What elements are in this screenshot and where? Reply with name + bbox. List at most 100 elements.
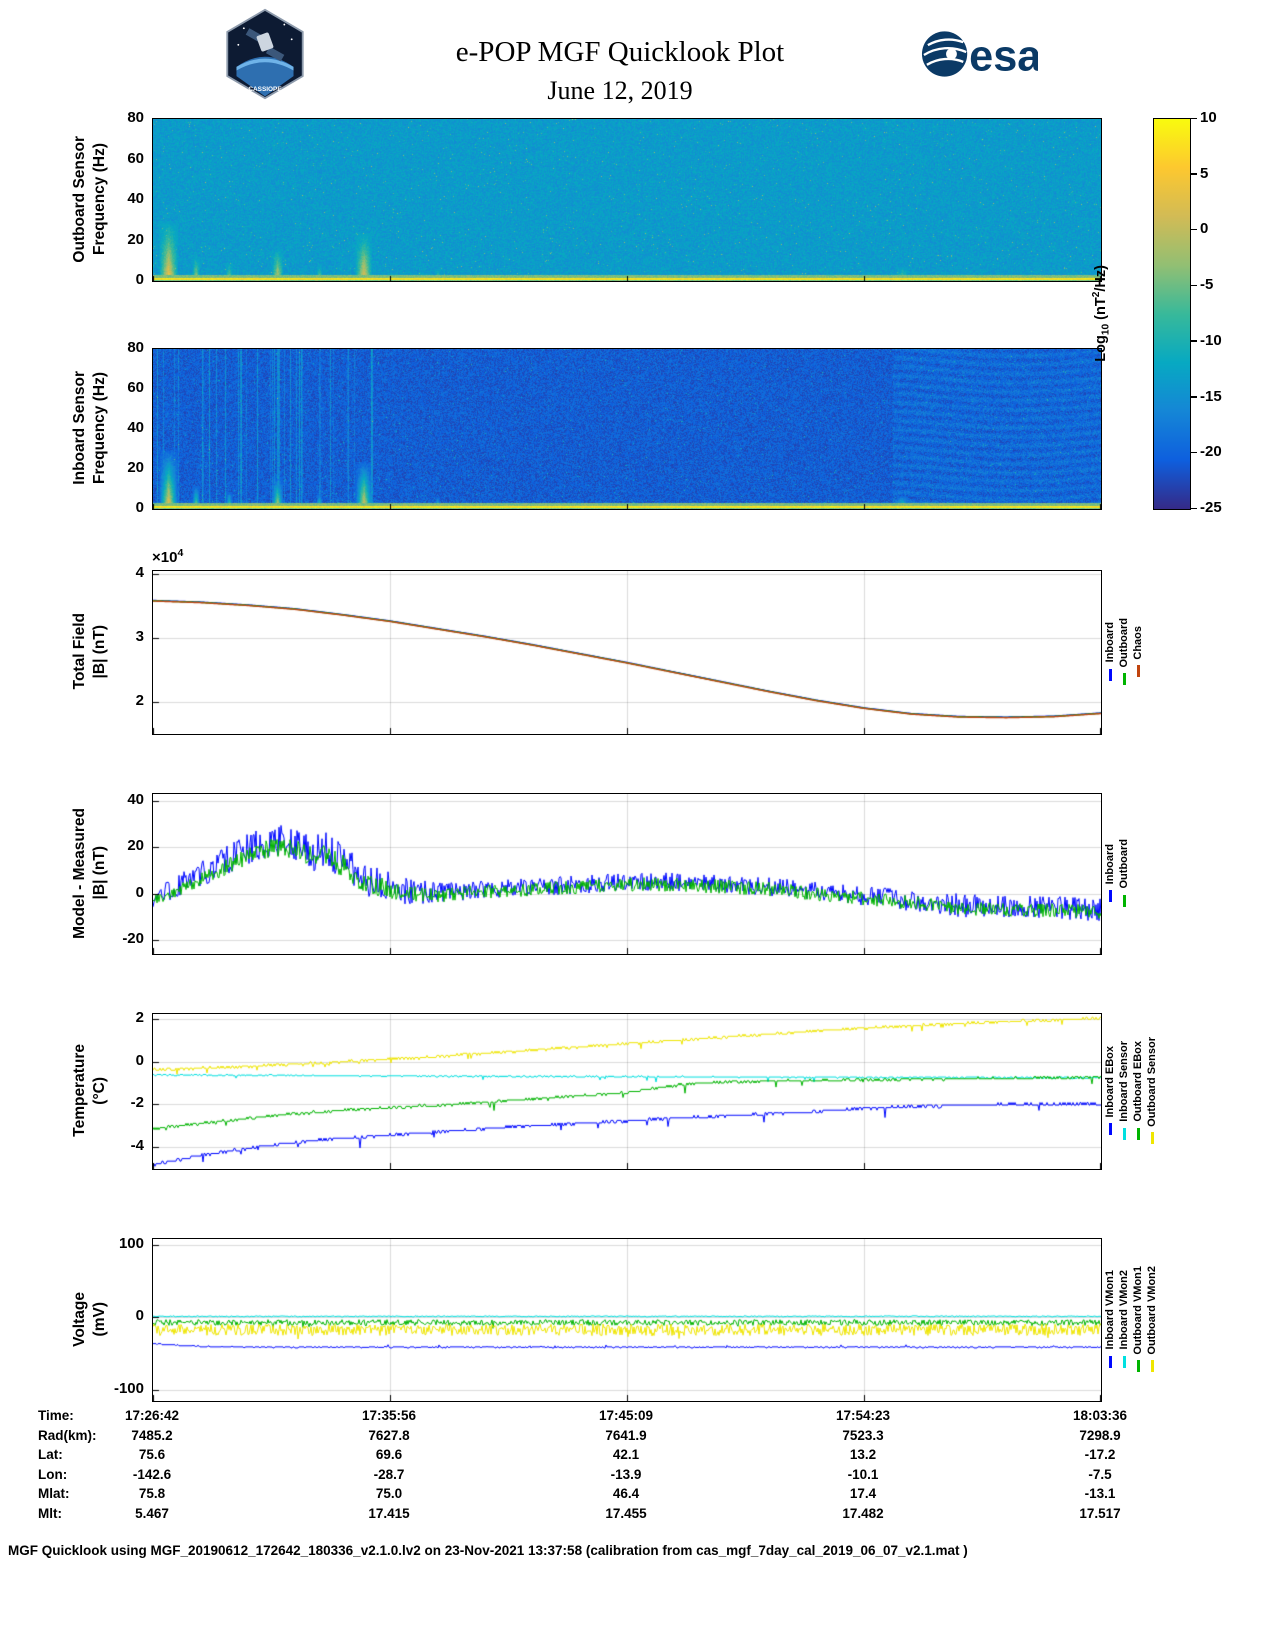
colorbar-tick-label: -20 (1200, 443, 1222, 461)
legend-entry: Outboard Sensor (1146, 1037, 1158, 1145)
ephemeris-value: 42.1 (612, 1447, 640, 1462)
page-date: June 12, 2019 (547, 76, 693, 105)
ephemeris-value: 17.517 (1079, 1505, 1121, 1521)
legend-color-dash (1122, 1355, 1126, 1368)
ephemeris-value: -142.6 (132, 1466, 172, 1482)
ephemeris-row: Lon: -142.6 -28.7 -13.9 -10.1 -7.5 (0, 1467, 1275, 1486)
colorbar-tick-label: 10 (1200, 109, 1217, 126)
page-title: e-POP MGF Quicklook Plot (455, 36, 785, 68)
legend-color-dash (1150, 1360, 1154, 1373)
legend-entry-label: Outboard VMon2 (1146, 1265, 1159, 1355)
ephemeris-value: 7523.3 (842, 1427, 884, 1443)
ephemeris-value: 69.6 (375, 1447, 403, 1462)
ephemeris-value: -28.7 (373, 1466, 405, 1482)
legend-entry-label: Chaos (1132, 625, 1145, 660)
ephemeris-value: -10.1 (847, 1466, 879, 1482)
legend-entry-label: Outboard (1118, 839, 1131, 889)
y-tick-label: -20 (122, 930, 144, 948)
y-tick-label: 40 (127, 419, 144, 436)
cassiope-mission-patch-icon: CASSIOPE (226, 8, 304, 100)
legend-color-dash (1108, 890, 1112, 903)
outboard-spectrogram-canvas (152, 118, 1102, 282)
legend-entry: Outboard VMon1 (1132, 1266, 1144, 1373)
legend-entry: Outboard (1118, 618, 1130, 686)
colorbar-tick-labels: 10 5 0 -5 -10 -15 -20 -25 (1191, 110, 1261, 516)
panel-inboard-spectrogram: Inboard Sensor Frequency (Hz) 0 20 40 60 80 (0, 340, 1275, 516)
y-tick-label: 0 (135, 1051, 144, 1069)
colorbar-tick-mark (1191, 228, 1197, 231)
y-tick-label: 4 (135, 564, 144, 582)
panel-temperature: Temperature (°C) -4 -2 0 2 Inboard EBox Inbo… (0, 1010, 1275, 1170)
legend-entry-label: Outboard EBox (1132, 1041, 1145, 1122)
ephemeris-value: 13.2 (849, 1447, 877, 1462)
ephemeris-row-label: Mlat: (38, 1486, 70, 1501)
panel-outboard-spectrogram: Outboard Sensor Frequency (Hz) 0 20 40 60 80 (0, 110, 1275, 288)
y-tick-label: 100 (118, 1234, 144, 1252)
ephemeris-value: 18:03:36 (1072, 1408, 1128, 1423)
legend-entry: Outboard VMon2 (1146, 1266, 1158, 1373)
ephemeris-value: 46.4 (612, 1486, 640, 1501)
legend-color-dash (1136, 665, 1140, 678)
ephemeris-value: 17:45:09 (598, 1408, 654, 1423)
y-tick-label: -4 (130, 1136, 144, 1154)
colorbar-tick-label: -5 (1200, 276, 1214, 294)
ephemeris-row-label: Time: (38, 1408, 74, 1423)
y-tick-label: 20 (127, 459, 144, 476)
ephemeris-value: 17.415 (368, 1505, 410, 1521)
ephemeris-row-label: Lat: (38, 1447, 63, 1462)
legend-color-dash (1136, 1360, 1140, 1373)
y-tick-label: 40 (127, 190, 144, 207)
legend-entry-label: Outboard Sensor (1146, 1036, 1159, 1127)
legend-entry: Outboard (1118, 839, 1130, 907)
ephemeris-value: 75.0 (375, 1486, 403, 1501)
y-tick-label: 2 (135, 692, 144, 710)
colorbar-tick-mark (1191, 396, 1197, 398)
ephemeris-row-label: Mlt: (38, 1505, 62, 1521)
colorbar-tick-label: -15 (1200, 387, 1222, 405)
y-tick-label: 0 (135, 499, 144, 516)
legend-entry: Inboard VMon1 (1104, 1270, 1116, 1368)
legend-color-dash (1122, 673, 1126, 686)
legend-entry: Chaos (1132, 626, 1144, 678)
legend-entry-label: Inboard (1104, 622, 1116, 663)
legend-color-dash (1136, 1127, 1140, 1140)
y-tick-label: 0 (135, 883, 144, 901)
ephemeris-value: 5.467 (135, 1505, 169, 1521)
legend-voltage: Inboard VMon1 Inboard VMon2 Outboard VMon1… (1104, 1238, 1158, 1400)
legend-model-measured: Inboard Outboard (1104, 793, 1130, 953)
colorbar-tick-label: 0 (1200, 220, 1209, 238)
total-field-canvas (152, 570, 1102, 735)
panel-model-minus-measured: Model - Measured |B| (nT) -20 0 20 40 Inboa… (0, 791, 1275, 955)
esa-logo-text: esa (969, 33, 1038, 81)
y-tick-label: 0 (135, 1307, 144, 1325)
legend-entry-label: Inboard VMon2 (1118, 1270, 1131, 1350)
ephemeris-value: 17:54:23 (835, 1408, 891, 1423)
legend-total-field: Inboard Outboard Chaos (1104, 570, 1144, 733)
ephemeris-value: -13.9 (610, 1466, 642, 1482)
legend-entry-label: Outboard VMon1 (1132, 1265, 1145, 1355)
colorbar-tick-label: 5 (1200, 164, 1209, 182)
legend-color-dash (1122, 1127, 1126, 1140)
ephemeris-value: 7641.9 (605, 1427, 647, 1443)
ephemeris-row: Lat: 75.6 69.6 42.1 13.2 -17.2 (0, 1447, 1275, 1466)
cassiope-logo-label: CASSIOPE (248, 86, 282, 93)
legend-color-dash (1108, 1355, 1112, 1368)
legend-color-dash (1108, 1123, 1112, 1136)
footer-caption: MGF Quicklook using MGF_20190612_172642_… (8, 1543, 968, 1558)
ephemeris-row: Mlt: 5.467 17.415 17.455 17.482 17.517 (0, 1506, 1275, 1525)
y-tick-label: 20 (127, 230, 144, 248)
esa-logo-icon: esa (921, 31, 1038, 81)
colorbar-tick-label: -10 (1200, 331, 1222, 349)
y-tick-label: 0 (135, 271, 144, 288)
y-tick-label: -2 (130, 1094, 144, 1112)
y-axis-scale-multiplier: ×104 (152, 547, 184, 566)
legend-entry-label: Inboard Sensor (1118, 1041, 1131, 1122)
temperature-canvas (152, 1013, 1102, 1170)
inboard-spectrogram-canvas (152, 348, 1102, 510)
ephemeris-value: 17.455 (605, 1505, 647, 1521)
ephemeris-row: Rad(km): 7485.2 7627.8 7641.9 7523.3 7298.9 (0, 1428, 1275, 1447)
colorbar-label: Log10 (nT2/Hz) (1090, 264, 1112, 362)
legend-entry: Inboard Sensor (1118, 1041, 1130, 1140)
ephemeris-value: 7298.9 (1079, 1427, 1121, 1443)
